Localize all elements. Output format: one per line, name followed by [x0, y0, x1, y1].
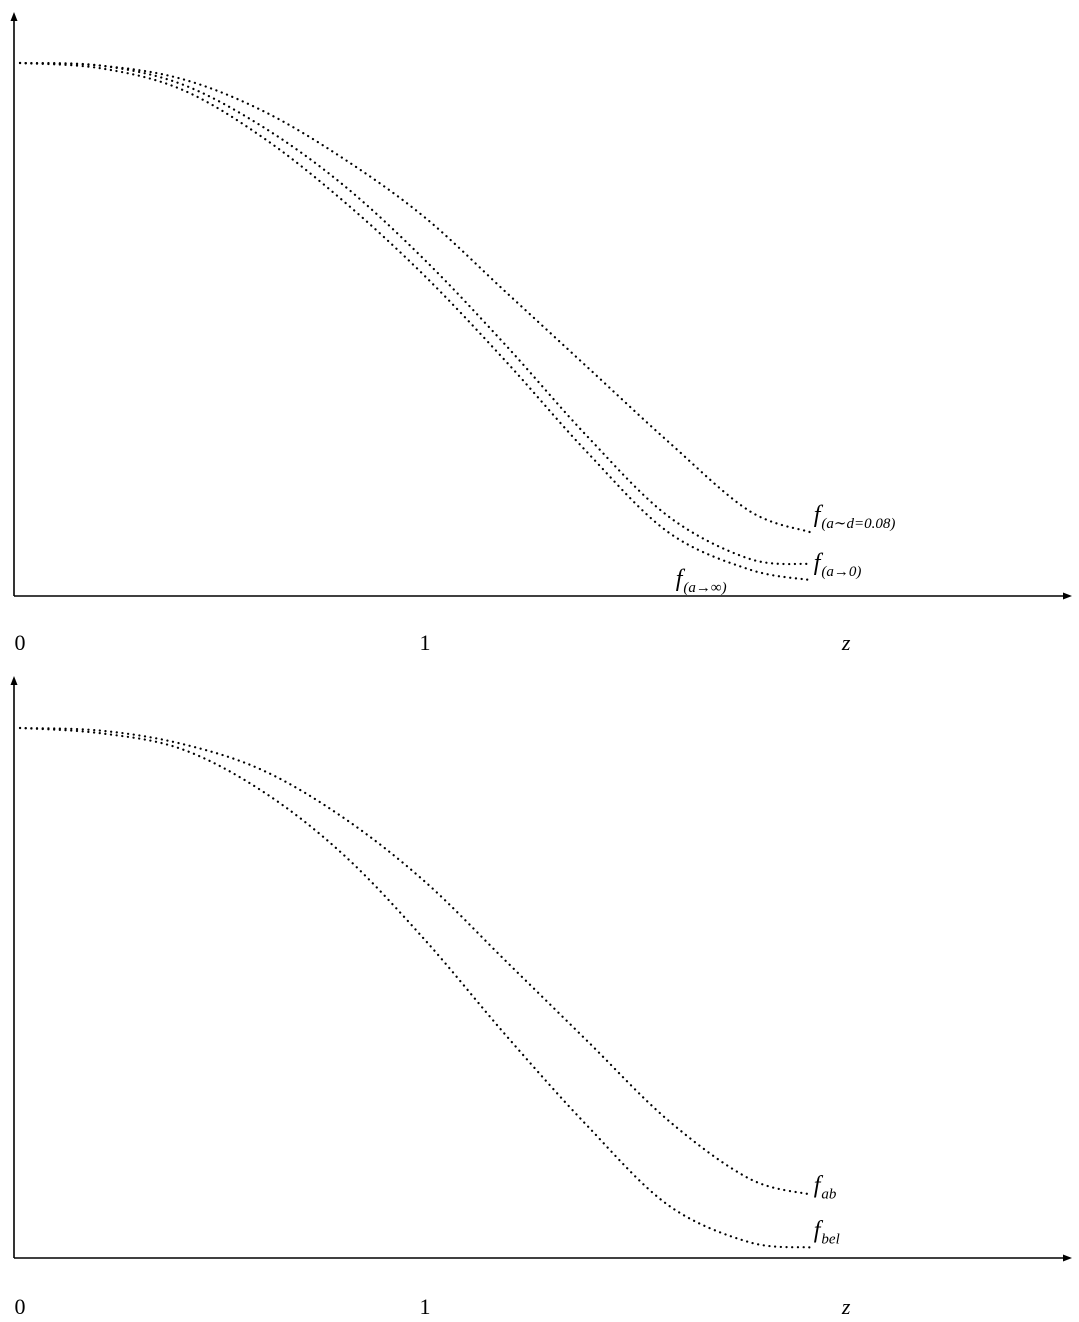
x-tick-label-1: 1: [420, 630, 431, 655]
series-line-1: [18, 61, 811, 534]
series-line-2: [18, 726, 811, 1249]
series-line-1: [18, 726, 811, 1196]
x-tick-label-0: 0: [15, 630, 26, 655]
x-axis-arrow: [1063, 1254, 1072, 1262]
chart-panel-2: 0 1 z fab fbel: [10, 676, 1072, 1319]
series-label-2: fbel: [814, 1217, 840, 1247]
series-label-1: fab: [814, 1172, 837, 1202]
series-label-2: f(a→0): [814, 550, 862, 580]
series-label-3: f(a→∞): [676, 566, 727, 596]
y-axis-arrow: [10, 12, 18, 21]
series-line-2: [18, 61, 811, 566]
x-tick-label-1: 1: [420, 1294, 431, 1319]
series-line-3: [18, 61, 811, 582]
chart-panel-1: 0 1 z f(a∼d=0.08) f(a→0) f(a→∞): [10, 12, 1072, 655]
x-axis-label: z: [841, 1294, 851, 1319]
x-axis-label: z: [841, 630, 851, 655]
x-axis-arrow: [1063, 592, 1072, 600]
y-axis-arrow: [10, 676, 18, 685]
x-tick-label-0: 0: [15, 1294, 26, 1319]
series-label-1: f(a∼d=0.08): [814, 502, 896, 532]
